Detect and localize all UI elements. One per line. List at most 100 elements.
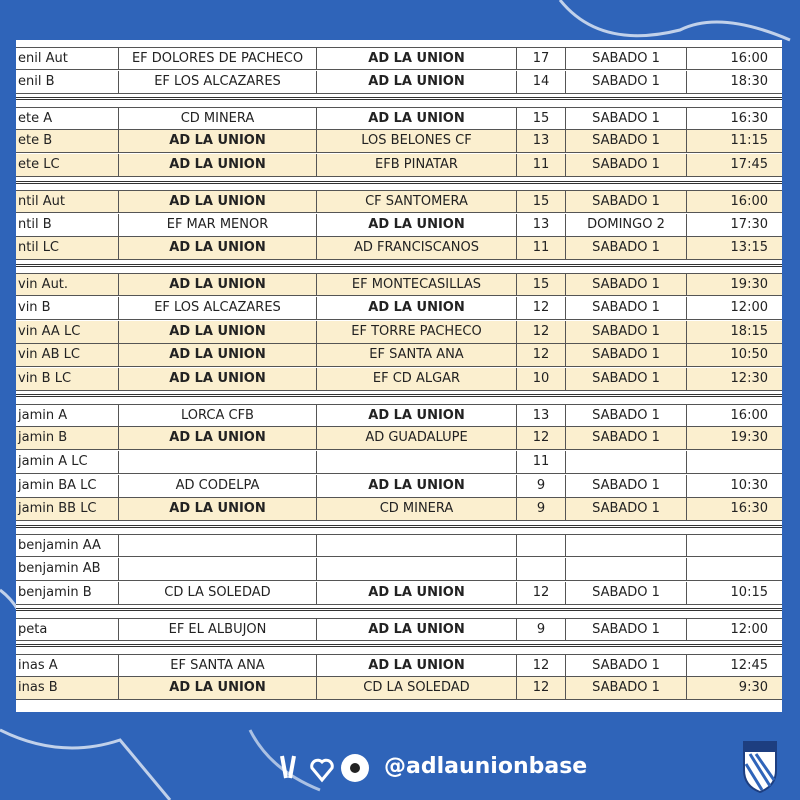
away-team-cell: CD MINERA: [316, 498, 516, 521]
away-team-cell: LOS BELONES CF: [316, 130, 516, 153]
schedule-row: ete LC AD LA UNION EFB PINATAR 11 SABADO 1 17…: [16, 153, 782, 177]
team-cell: jamin BB LC: [18, 501, 97, 517]
matchday-cell: 11: [516, 153, 565, 176]
away-team-cell: AD LA UNION: [316, 404, 516, 427]
match-day-cell: SABADO 1: [565, 404, 686, 427]
home-team-cell: AD LA UNION: [118, 274, 316, 297]
match-day-cell: DOMINGO 2: [565, 213, 686, 236]
kickoff-time-cell: 11:15: [686, 130, 782, 153]
kickoff-time-cell: [686, 557, 782, 580]
schedule-row: vin AA LC AD LA UNION EF TORRE PACHECO 12 SA…: [16, 320, 782, 344]
kickoff-time-cell: 10:30: [686, 474, 782, 497]
schedule-row: inas B AD LA UNION CD LA SOLEDAD 12 SABADO 1…: [16, 677, 782, 701]
matchday-cell: 12: [516, 344, 565, 367]
home-team-cell: AD LA UNION: [118, 153, 316, 176]
group-separator: [16, 644, 782, 648]
group-separator: [16, 524, 782, 528]
away-team-cell: AD LA UNION: [316, 474, 516, 497]
club-crest: [743, 741, 777, 794]
team-cell: ete A: [18, 110, 53, 126]
matchday-cell: 9: [516, 498, 565, 521]
matchday-cell: 13: [516, 404, 565, 427]
matchday-cell: 17: [516, 48, 565, 70]
away-team-cell: [316, 451, 516, 473]
schedule-row: jamin BB LC AD LA UNION CD MINERA 9 SABADO 1…: [16, 498, 782, 522]
team-cell: peta: [18, 621, 48, 637]
kickoff-time-cell: 12:00: [686, 296, 782, 319]
matchday-cell: 12: [516, 677, 565, 700]
schedule-row: ete A CD MINERA AD LA UNION 15 SABADO 1 16:30: [16, 106, 782, 130]
group-separator: [16, 97, 782, 101]
kickoff-time-cell: 17:30: [686, 213, 782, 236]
away-team-cell: AD LA UNION: [316, 296, 516, 319]
kickoff-time-cell: 10:15: [686, 581, 782, 604]
team-cell: benjamin B: [18, 584, 92, 600]
matchday-cell: 14: [516, 70, 565, 93]
home-team-cell: [118, 451, 316, 473]
kickoff-time-cell: [686, 535, 782, 558]
away-team-cell: AD LA UNION: [316, 213, 516, 236]
match-day-cell: SABADO 1: [565, 581, 686, 604]
match-day-cell: SABADO 1: [565, 48, 686, 70]
kickoff-time-cell: 19:30: [686, 274, 782, 297]
team-cell: ete LC: [18, 156, 60, 172]
schedule-row: ntil LC AD LA UNION AD FRANCISCANOS 11 SABAD…: [16, 237, 782, 261]
away-team-cell: AD LA UNION: [316, 107, 516, 130]
kickoff-time-cell: 16:30: [686, 107, 782, 130]
matchday-cell: 15: [516, 191, 565, 213]
home-team-cell: AD LA UNION: [118, 344, 316, 367]
away-team-cell: EF TORRE PACHECO: [316, 320, 516, 343]
home-team-cell: EF SANTA ANA: [118, 654, 316, 677]
match-day-cell: SABADO 1: [565, 618, 686, 641]
away-team-cell: AD LA UNION: [316, 618, 516, 641]
match-day-cell: SABADO 1: [565, 296, 686, 319]
team-cell: ete B: [18, 133, 53, 149]
kickoff-time-cell: 16:00: [686, 191, 782, 213]
matchday-cell: 9: [516, 474, 565, 497]
matchday-cell: 15: [516, 107, 565, 130]
match-day-cell: SABADO 1: [565, 153, 686, 176]
team-cell: benjamin AB: [18, 560, 101, 576]
emoji-icons: [280, 754, 369, 783]
social-handle: @adlaunionbase: [384, 754, 588, 779]
schedule-row: ete B AD LA UNION LOS BELONES CF 13 SABADO 1…: [16, 130, 782, 154]
away-team-cell: EF SANTA ANA: [316, 344, 516, 367]
match-day-cell: SABADO 1: [565, 107, 686, 130]
team-cell: inas A: [18, 657, 58, 673]
match-day-cell: SABADO 1: [565, 474, 686, 497]
match-day-cell: SABADO 1: [565, 191, 686, 213]
matchday-cell: 13: [516, 213, 565, 236]
kickoff-time-cell: 16:00: [686, 48, 782, 70]
matchday-cell: 13: [516, 130, 565, 153]
team-cell: jamin BA LC: [18, 477, 97, 493]
team-cell: vin AB LC: [18, 347, 80, 363]
matchday-cell: 9: [516, 618, 565, 641]
away-team-cell: AD FRANCISCANOS: [316, 237, 516, 260]
home-team-cell: EF LOS ALCAZARES: [118, 70, 316, 93]
home-team-cell: [118, 535, 316, 558]
kickoff-time-cell: 18:30: [686, 70, 782, 93]
home-team-cell: AD LA UNION: [118, 677, 316, 700]
match-day-cell: SABADO 1: [565, 677, 686, 700]
match-day-cell: SABADO 1: [565, 130, 686, 153]
away-team-cell: AD LA UNION: [316, 70, 516, 93]
home-team-cell: EF MAR MENOR: [118, 213, 316, 236]
schedule-row: vin B EF LOS ALCAZARES AD LA UNION 12 SABADO…: [16, 296, 782, 320]
team-cell: ntil LC: [18, 240, 60, 256]
matchday-cell: 15: [516, 274, 565, 297]
team-cell: vin B: [18, 299, 51, 315]
kickoff-time-cell: [686, 451, 782, 473]
home-team-cell: CD LA SOLEDAD: [118, 581, 316, 604]
schedule-row: ntil Aut AD LA UNION CF SANTOMERA 15 SABADO …: [16, 190, 782, 213]
away-team-cell: EF CD ALGAR: [316, 367, 516, 390]
home-team-cell: EF LOS ALCAZARES: [118, 296, 316, 319]
matchday-cell: [516, 535, 565, 558]
kickoff-time-cell: 12:30: [686, 367, 782, 390]
match-day-cell: [565, 451, 686, 473]
match-day-cell: SABADO 1: [565, 320, 686, 343]
match-day-cell: [565, 535, 686, 558]
matchday-cell: 11: [516, 237, 565, 260]
